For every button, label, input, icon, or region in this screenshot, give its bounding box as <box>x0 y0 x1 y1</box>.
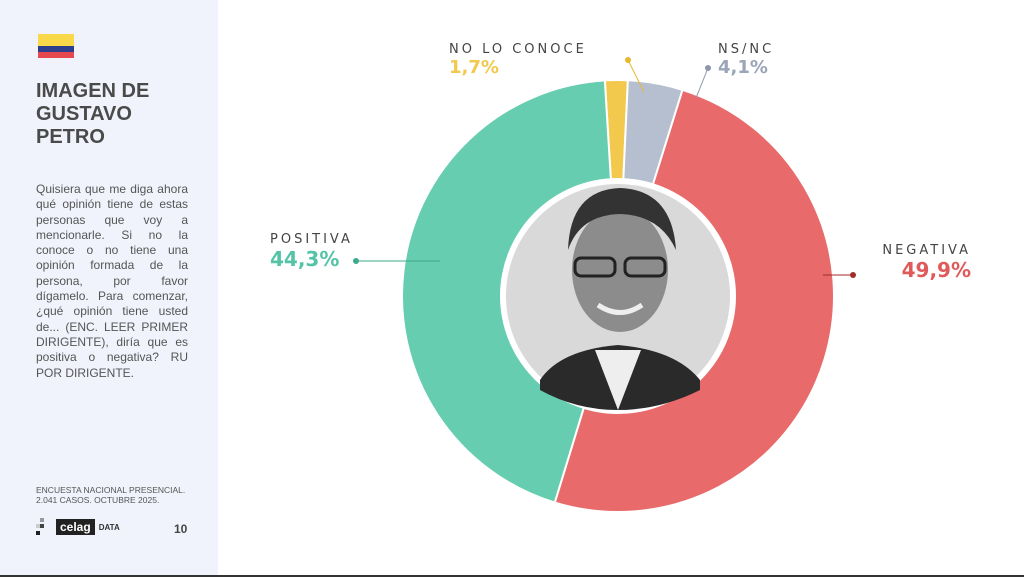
logo-sub: DATA <box>98 522 120 532</box>
sidebar: IMAGEN DE GUSTAVO PETRO Quisiera que me … <box>0 0 218 575</box>
colombia-flag-icon <box>38 34 74 58</box>
logo-text: celag <box>56 519 95 535</box>
slice-category: POSITIVA <box>270 232 353 247</box>
leader-dot <box>353 258 359 264</box>
slice-value: 44,3% <box>270 247 340 271</box>
leader-dot <box>625 57 631 63</box>
slice-category: NS/NC <box>718 42 775 57</box>
portrait-photo <box>506 184 730 410</box>
label-negativa: NEGATIVA 49,9% <box>871 243 971 282</box>
celag-logo: celag DATA <box>36 518 120 536</box>
slice-category: NO LO CONOCE <box>449 42 587 57</box>
slice-category: NEGATIVA <box>882 243 971 258</box>
flag-stripe <box>38 46 74 52</box>
logo-pixel-icon <box>36 518 44 535</box>
leader-line <box>695 67 709 99</box>
label-positiva: POSITIVA 44,3% <box>270 232 353 271</box>
slice-value: 49,9% <box>901 258 971 282</box>
flag-stripe <box>38 34 74 46</box>
label-nsnc: NS/NC 4,1% <box>718 42 774 78</box>
bottom-border <box>0 575 1024 577</box>
leader-dot <box>705 65 711 71</box>
page-title: IMAGEN DE GUSTAVO PETRO <box>36 80 150 148</box>
question-text: Quisiera que me diga ahora qué opinión t… <box>36 182 188 380</box>
slice-value: 1,7% <box>449 57 499 78</box>
source-note: ENCUESTA NACIONAL PRESENCIAL. 2.041 CASO… <box>36 485 186 505</box>
label-no-lo-conoce: NO LO CONOCE 1,7% <box>449 42 587 78</box>
page-number: 10 <box>174 522 188 536</box>
slice-value: 4,1% <box>718 57 768 78</box>
flag-stripe <box>38 52 74 58</box>
leader-line <box>627 59 645 93</box>
leader-dot <box>850 272 856 278</box>
